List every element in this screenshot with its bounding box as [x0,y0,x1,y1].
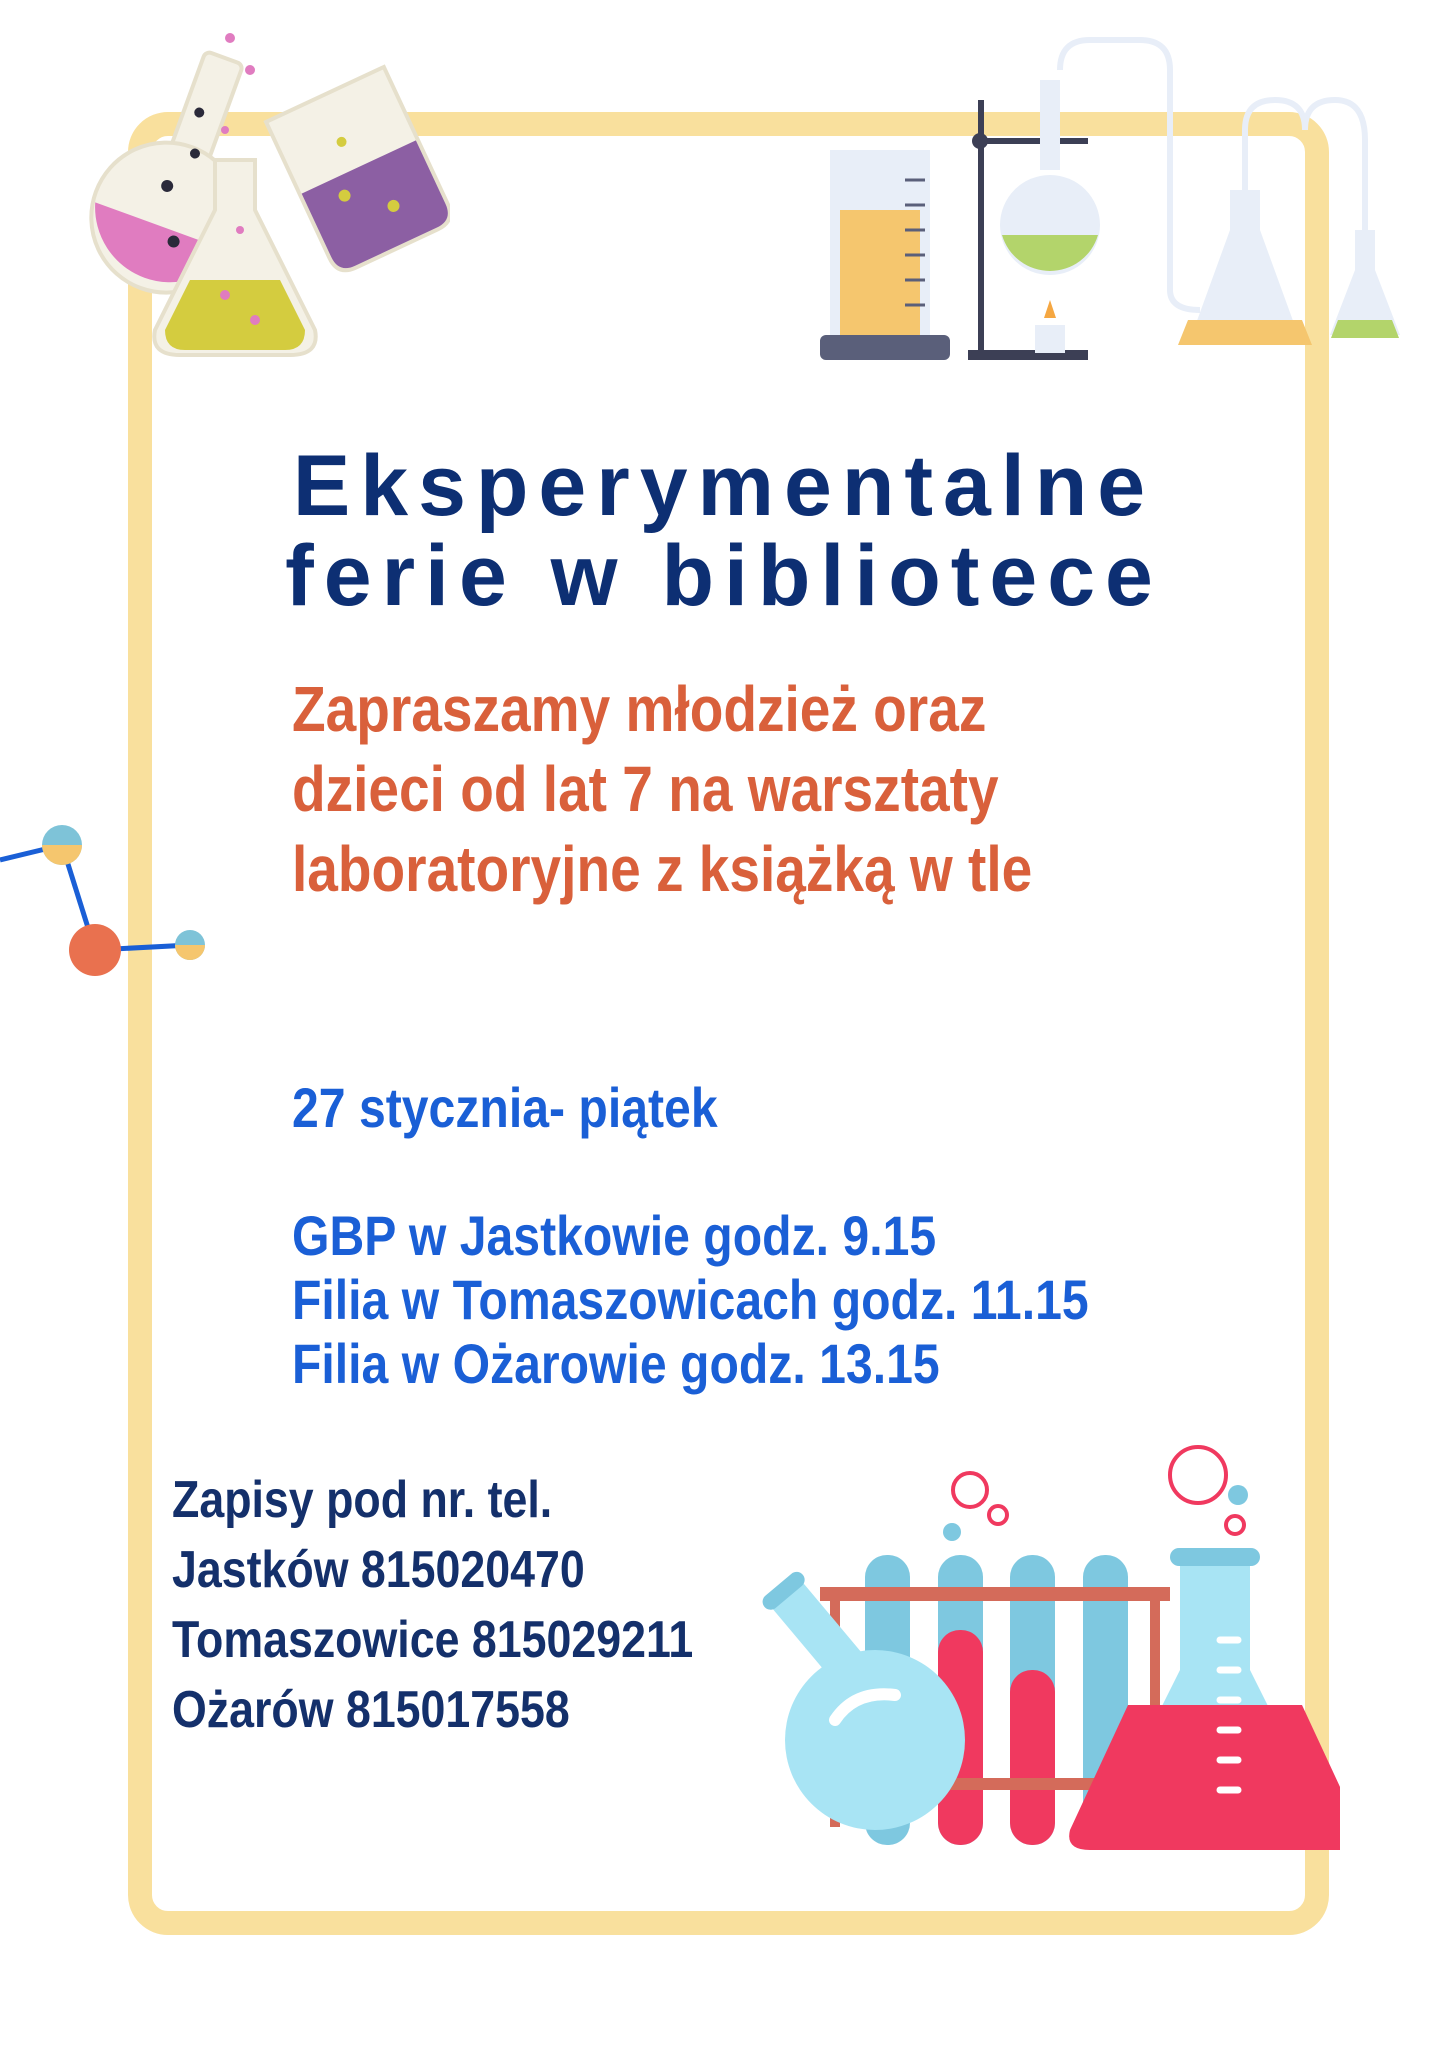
molecule-illustration [0,825,205,976]
phone-tomaszowice: Tomaszowice 815029211 [172,1611,694,1669]
registration-heading: Zapisy pod nr. tel. [172,1471,553,1529]
test-tubes-illustration [762,1445,1340,1850]
phone-jastkow: Jastków 815020470 [172,1541,585,1599]
lab-equipment-illustration-top-right [820,37,1400,360]
event-date: 27 stycznia- piątek [292,1076,718,1139]
schedule-item-ozarow: Filia w Ożarowie godz. 13.15 [292,1332,940,1395]
phone-ozarow: Ożarów 815017558 [172,1681,570,1739]
poster-title-line-2: ferie w bibliotece [285,528,1163,624]
flasks-illustration-top-left [89,33,450,357]
invitation-line-3: laboratoryjne z książką w tle [292,833,1033,905]
schedule-item-jastkow: GBP w Jastkowie godz. 9.15 [292,1204,937,1267]
poster-frame [128,112,1329,1935]
invitation-line-1: Zapraszamy młodzież oraz [292,673,987,745]
poster-title-line-1: Eksperymentalne [292,438,1156,534]
invitation-line-2: dzieci od lat 7 na warsztaty [292,753,999,825]
schedule-item-tomaszowice: Filia w Tomaszowicach godz. 11.15 [292,1268,1089,1331]
